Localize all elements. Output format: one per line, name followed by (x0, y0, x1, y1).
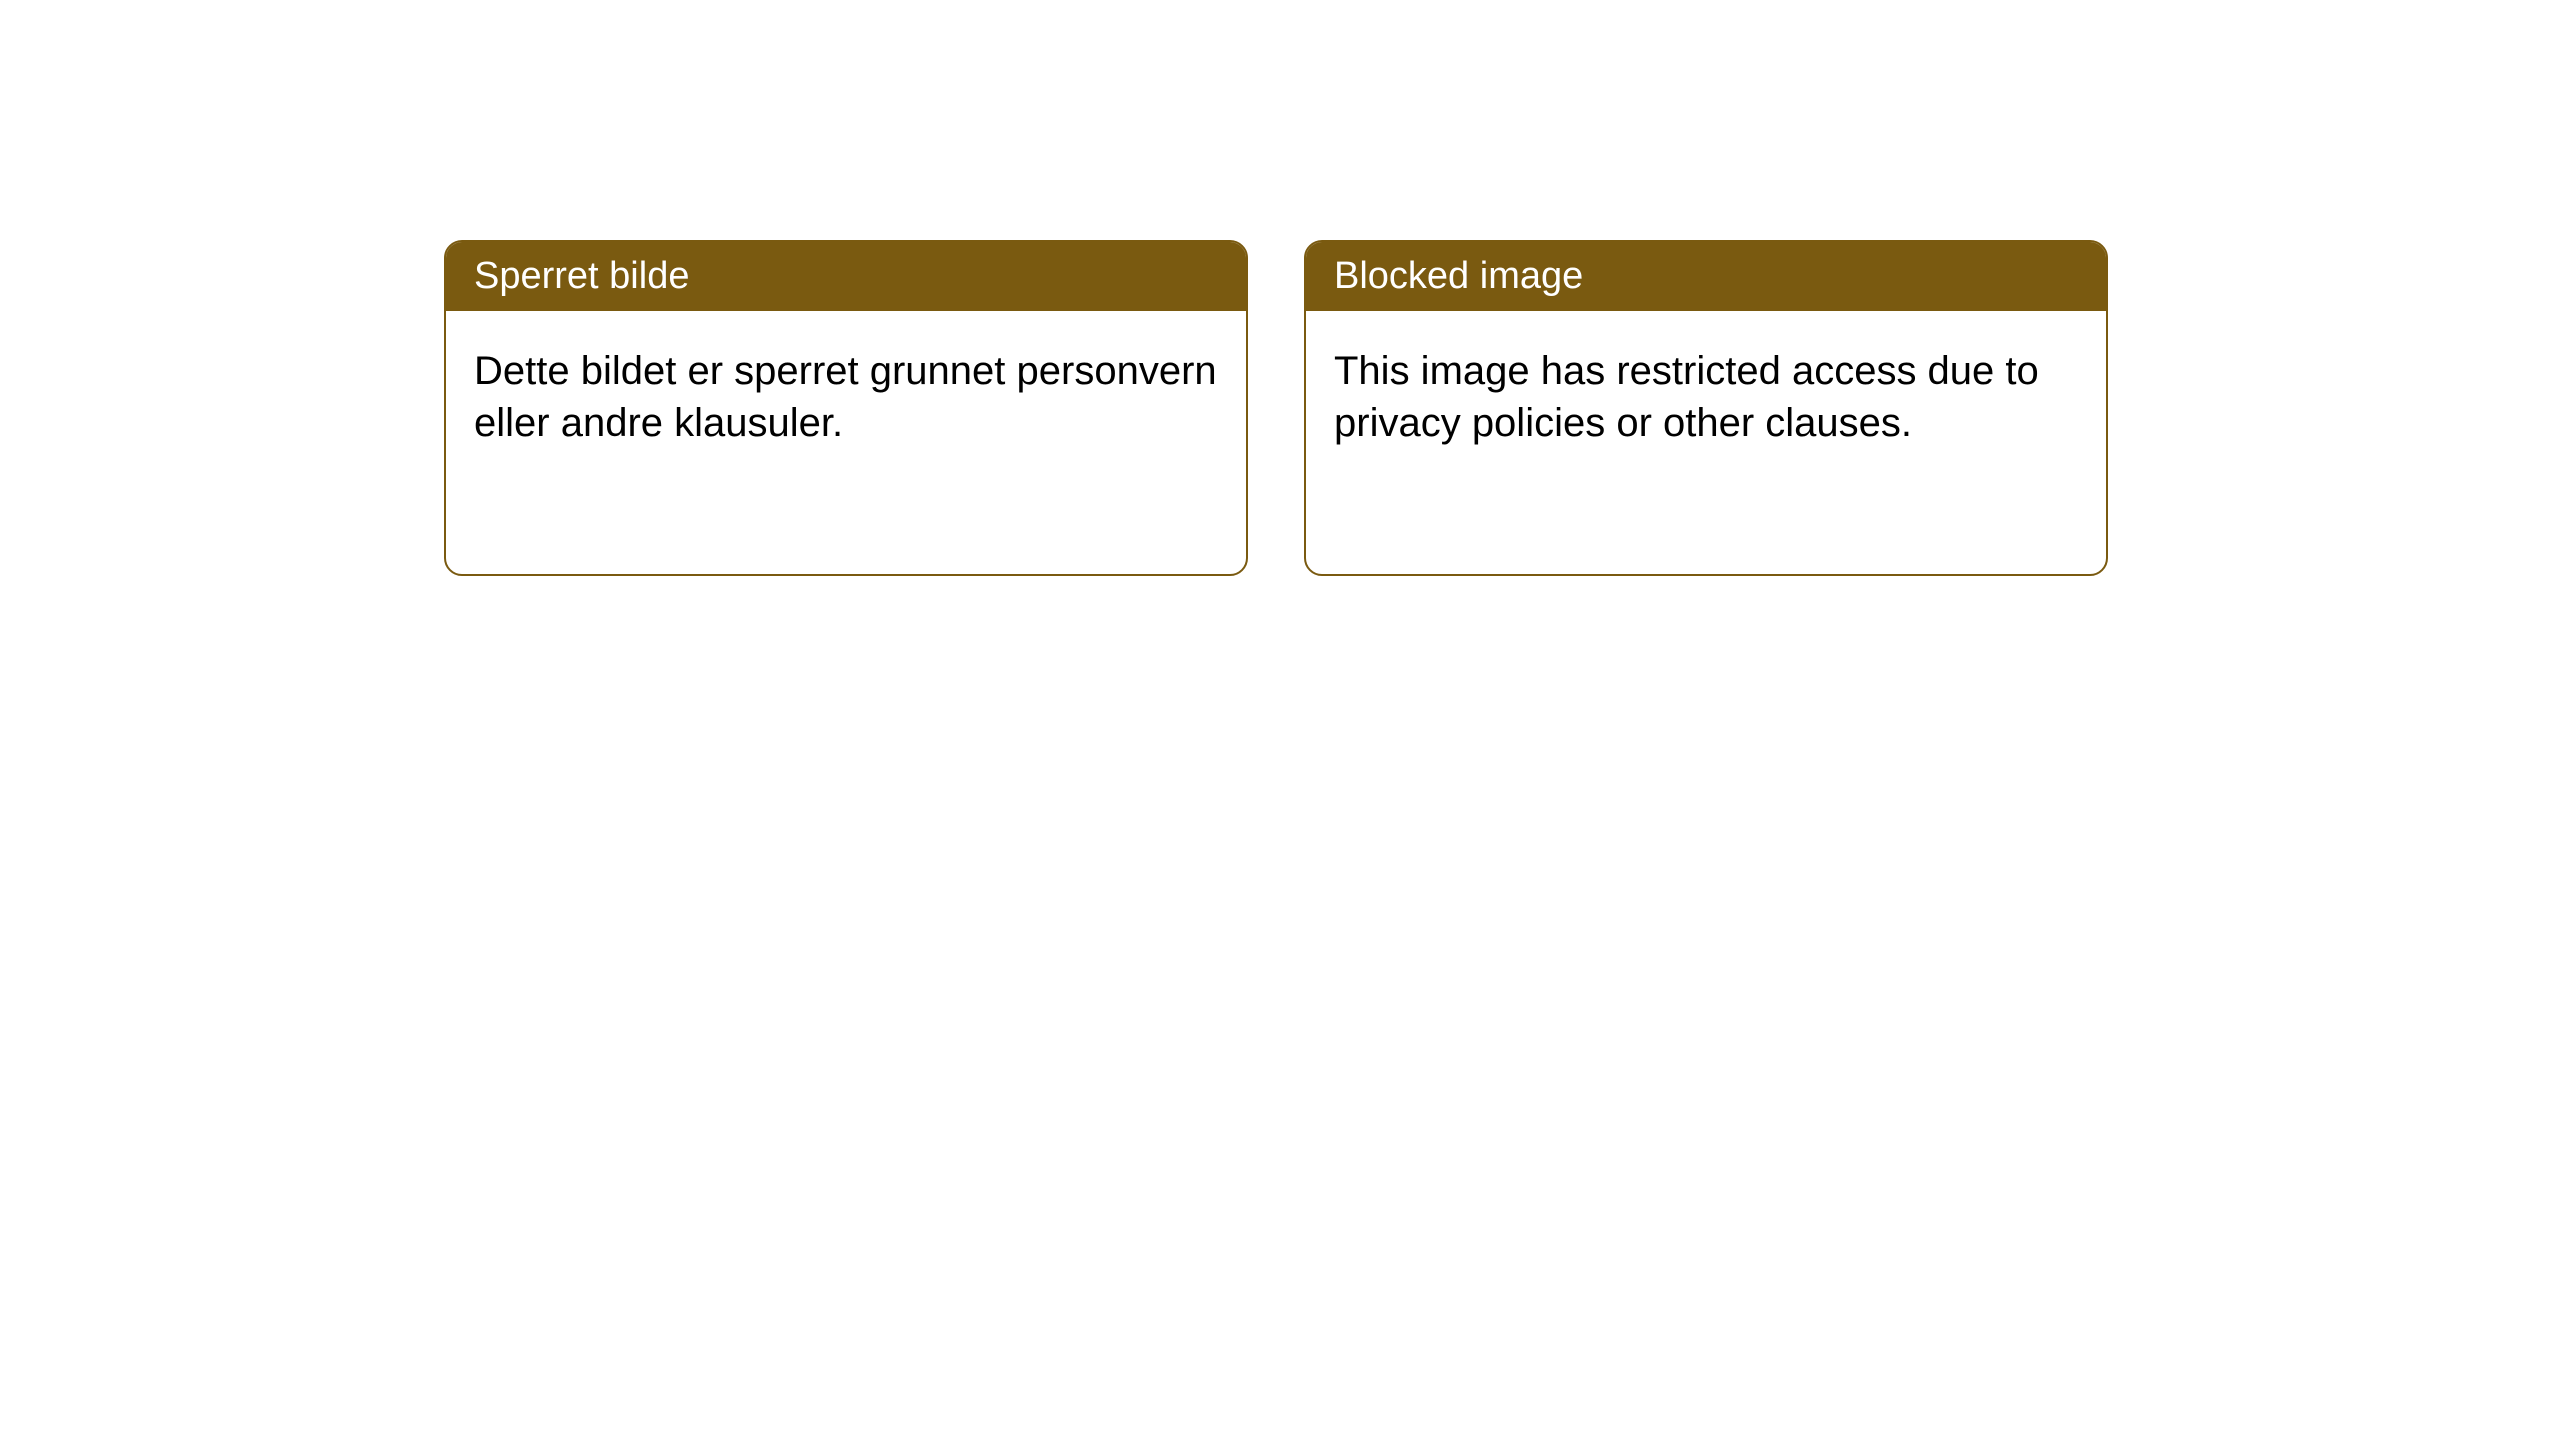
notice-card-norwegian: Sperret bilde Dette bildet er sperret gr… (444, 240, 1248, 576)
notice-header-english: Blocked image (1306, 242, 2106, 311)
notice-body-norwegian: Dette bildet er sperret grunnet personve… (446, 311, 1246, 483)
notice-body-english: This image has restricted access due to … (1306, 311, 2106, 483)
notice-container: Sperret bilde Dette bildet er sperret gr… (0, 0, 2560, 576)
notice-card-english: Blocked image This image has restricted … (1304, 240, 2108, 576)
notice-header-norwegian: Sperret bilde (446, 242, 1246, 311)
